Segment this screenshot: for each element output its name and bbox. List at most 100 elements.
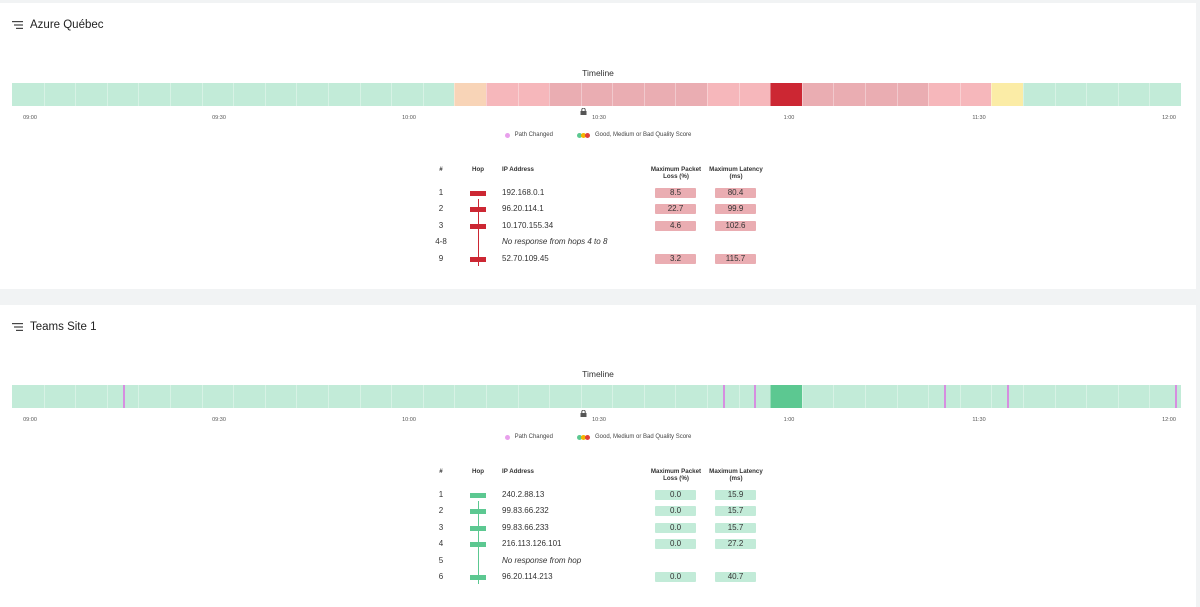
legend-path-changed: Path Changed (504, 132, 553, 138)
timeline-divider (580, 385, 582, 408)
column-header-latency: Maximum Latency (ms) (709, 166, 763, 180)
path-change-marker[interactable] (754, 385, 757, 408)
timeline-divider (738, 83, 740, 106)
timeline-divider (233, 83, 235, 106)
timeline-divider (896, 385, 898, 408)
column-header-loss: Maximum Packet Loss (%) (650, 166, 702, 180)
hop-marker[interactable] (470, 207, 486, 213)
ip-address[interactable]: 216.113.126.101 (502, 539, 562, 549)
column-header-num: # (439, 468, 443, 475)
timeline-bar[interactable] (12, 83, 1181, 106)
timeline-segment[interactable] (485, 83, 550, 106)
timeline-divider (1054, 83, 1056, 106)
timeline-segment[interactable] (991, 83, 1024, 106)
timeline-tick-label: 10:00 (402, 115, 416, 121)
hop-number: 2 (438, 506, 444, 516)
timeline-divider (43, 385, 45, 408)
timeline-segment[interactable] (770, 385, 802, 408)
ip-address[interactable]: 192.168.0.1 (502, 188, 545, 197)
column-header-num: # (439, 166, 443, 173)
timeline-segment[interactable] (801, 83, 929, 106)
panel-header[interactable]: Teams Site 1 (12, 321, 96, 333)
timeline-tick-label: 11:30 (972, 115, 986, 121)
timeline-segment[interactable] (12, 385, 771, 408)
timeline-divider (959, 385, 961, 408)
timeline-divider (391, 83, 393, 106)
packet-loss-value: 8.5 (655, 188, 696, 198)
path-changed-dot-icon (504, 132, 510, 138)
quality-dots-icon (576, 434, 590, 440)
hop-marker[interactable] (470, 509, 486, 515)
timeline-divider (138, 83, 140, 106)
hop-marker[interactable] (470, 542, 486, 548)
timeline-divider (1149, 83, 1151, 106)
timeline-tick-label: 10:30 (592, 115, 606, 121)
hop-marker[interactable] (470, 191, 486, 196)
hop-number: 5 (438, 555, 444, 565)
ip-address[interactable]: 96.20.114.1 (502, 204, 544, 214)
panel-title: Teams Site 1 (30, 321, 97, 333)
timeline-divider (359, 83, 361, 106)
hop-marker[interactable] (470, 493, 486, 498)
timeline-segment[interactable] (549, 83, 708, 106)
hop-number: 3 (438, 220, 444, 230)
timeline-label: Timeline (582, 369, 614, 379)
column-header-latency: Maximum Latency (ms) (709, 468, 763, 482)
timeline-segment[interactable] (391, 83, 455, 106)
timeline-segment[interactable] (928, 83, 992, 106)
timeline-divider (707, 83, 709, 106)
ip-address[interactable]: 240.2.88.13 (502, 490, 545, 499)
timeline-tick-label: 1:00 (783, 115, 795, 121)
hop-marker[interactable] (470, 525, 486, 531)
timeline-divider (422, 385, 424, 408)
timeline-divider (1086, 385, 1088, 408)
hop-number: 9 (438, 253, 444, 263)
timeline-segment[interactable] (1023, 83, 1181, 106)
packet-loss-value: 3.2 (655, 253, 696, 264)
timeline-segment[interactable] (801, 385, 1181, 408)
hop-marker[interactable] (470, 575, 486, 580)
timeline-tick-label: 09:30 (212, 417, 226, 423)
ip-address[interactable]: 10.170.155.34 (502, 220, 554, 230)
filter-icon (12, 323, 23, 331)
ip-address[interactable]: 99.83.66.232 (502, 506, 549, 516)
hop-number: 1 (438, 490, 444, 499)
path-changed-dot-icon (504, 434, 510, 440)
timeline-divider (1054, 385, 1056, 408)
hop-number: 2 (438, 204, 444, 214)
timeline-divider (327, 83, 329, 106)
legend-path-changed-label: Path Changed (514, 434, 553, 440)
hop-connector-line (478, 199, 479, 266)
ip-address[interactable]: 52.70.109.45 (502, 253, 549, 263)
timeline-bar[interactable] (12, 385, 1181, 408)
timeline-divider (264, 83, 266, 106)
path-change-marker[interactable] (1007, 385, 1010, 408)
path-change-marker[interactable] (1174, 385, 1177, 408)
legend-path-changed-label: Path Changed (514, 132, 553, 138)
timeline-divider (485, 385, 487, 408)
timeline-segment[interactable] (12, 83, 392, 106)
timeline-tick-label: 12:00 (1162, 417, 1176, 423)
timeline-divider (454, 385, 456, 408)
panel-teams-site-1: Teams Site 1 Timeline 09:00 09:30 10:00 10:… (0, 305, 1196, 607)
hop-number: 4 (438, 539, 444, 549)
timeline-segment[interactable] (770, 83, 802, 106)
lock-icon[interactable] (580, 108, 587, 115)
column-header-hop: Hop (471, 468, 485, 475)
path-change-marker[interactable] (722, 385, 725, 408)
lock-icon[interactable] (580, 410, 587, 417)
timeline-divider (612, 385, 614, 408)
ip-address[interactable]: 96.20.114.213 (502, 572, 553, 581)
path-change-marker[interactable] (122, 385, 125, 408)
path-change-marker[interactable] (944, 385, 947, 408)
timeline-segment[interactable] (707, 83, 771, 106)
timeline-divider (612, 83, 614, 106)
timeline-divider (1023, 83, 1025, 106)
timeline-segment[interactable] (454, 83, 486, 106)
hop-marker[interactable] (470, 256, 486, 262)
hop-marker[interactable] (470, 223, 486, 229)
timeline-divider (959, 83, 961, 106)
timeline-divider (75, 83, 77, 106)
panel-header[interactable]: Azure Québec (12, 19, 104, 31)
ip-address[interactable]: 99.83.66.233 (502, 522, 549, 532)
